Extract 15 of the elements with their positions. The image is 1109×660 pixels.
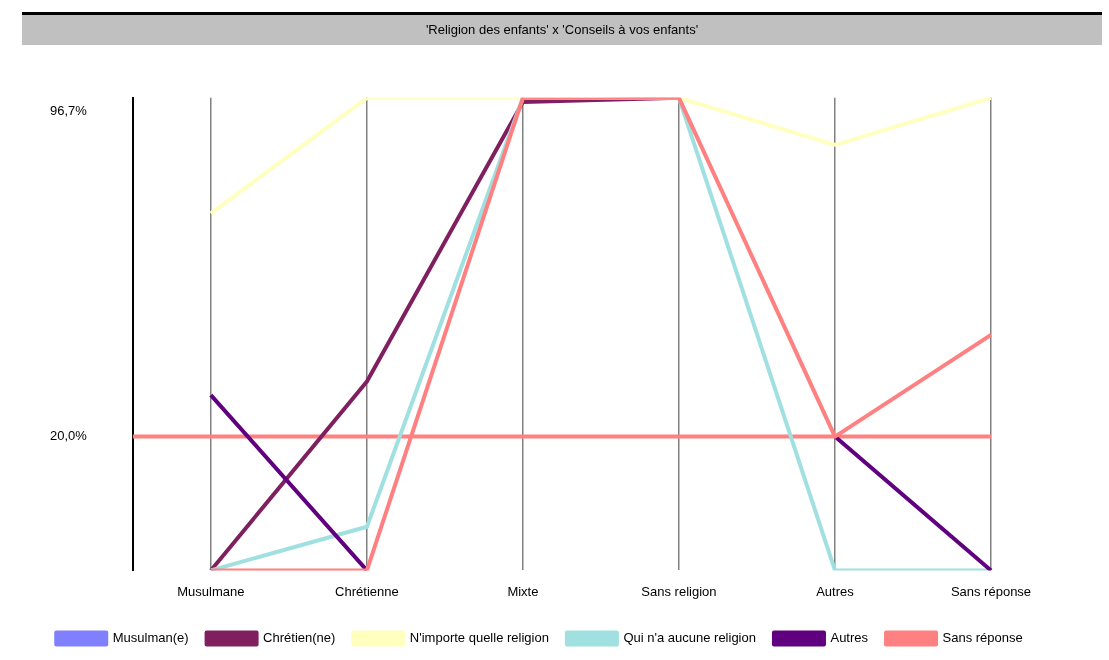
- legend-label: Sans réponse: [942, 630, 1023, 646]
- y-tick-label: 20,0%: [49, 428, 88, 444]
- y-tick-label: 96,7%: [49, 103, 88, 119]
- x-tick-label: Sans religion: [641, 583, 717, 599]
- x-tick-label: Autres: [816, 583, 855, 599]
- x-tick-label: Chrétienne: [335, 583, 399, 599]
- chart-title: 'Religion des enfants' x 'Conseils à vos enfants': [22, 12, 1102, 45]
- x-tick-label: Sans réponse: [950, 583, 1032, 599]
- legend-label: Qui n'a aucune religion: [623, 630, 756, 646]
- legend-label: Musulman(e): [112, 630, 189, 646]
- legend-label: Autres: [830, 630, 869, 646]
- legend-label: Chrétien(ne): [263, 630, 336, 646]
- x-tick-label: Musulmane: [177, 583, 245, 599]
- x-tick-label: Mixte: [507, 583, 539, 599]
- legend-label: N'importe quelle religion: [409, 630, 549, 646]
